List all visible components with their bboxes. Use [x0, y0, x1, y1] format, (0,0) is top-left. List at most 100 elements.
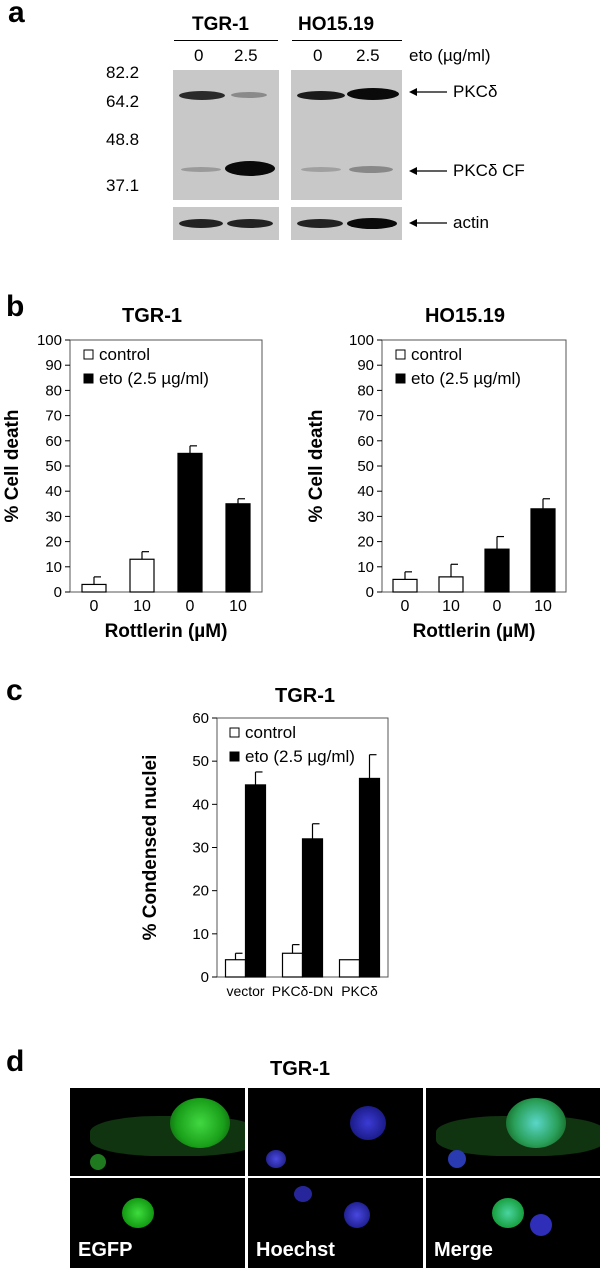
x-tick-label: 0 — [186, 598, 195, 615]
blot-group-left-rule — [174, 40, 278, 41]
y-tick-label: 20 — [357, 534, 374, 551]
y-tick-label: 90 — [357, 357, 374, 374]
label-pkcd-cf: PKCδ CF — [453, 161, 525, 180]
band-actin-lane4 — [347, 218, 397, 229]
bar-control — [281, 952, 304, 978]
bar-eto — [244, 784, 267, 978]
y-tick-label: 60 — [192, 710, 209, 727]
y-axis-label: % Condensed nuclei — [140, 755, 161, 941]
lane-label-3: 0 — [313, 46, 323, 65]
chart-title: TGR-1 — [275, 685, 335, 707]
y-tick-label: 30 — [45, 508, 62, 525]
y-tick-label: 100 — [37, 332, 62, 349]
y-tick-label: 0 — [366, 584, 374, 601]
image-hoechst-top — [248, 1088, 423, 1176]
y-tick-label: 20 — [45, 534, 62, 551]
y-tick-label: 40 — [45, 483, 62, 500]
blot-membrane-left — [173, 70, 279, 200]
nucleus-merge-large — [506, 1098, 566, 1148]
bar-eto — [177, 452, 203, 593]
y-tick-label: 50 — [192, 753, 209, 770]
blot-group-right-rule — [292, 40, 402, 41]
y-tick-label: 80 — [357, 382, 374, 399]
y-tick-label: 70 — [357, 408, 374, 425]
y-tick-label: 30 — [192, 840, 209, 857]
band-actin-lane1 — [179, 219, 223, 228]
band-cf-lane2 — [225, 161, 275, 176]
arrow-actin — [409, 216, 449, 230]
legend-label-eto: eto (2.5 µg/ml) — [245, 747, 355, 766]
y-axis-label: % Cell death — [306, 410, 327, 523]
panel-a-letter: a — [8, 0, 25, 29]
legend-label-eto: eto (2.5 µg/ml) — [99, 369, 209, 388]
bar-eto — [225, 503, 251, 593]
band-pkcd-lane1 — [179, 91, 225, 100]
y-tick-label: 100 — [349, 332, 374, 349]
y-tick-label: 80 — [45, 382, 62, 399]
y-tick-label: 50 — [45, 458, 62, 475]
band-actin-lane2 — [227, 219, 273, 228]
band-pkcd-lane3 — [297, 91, 345, 100]
x-tick-label: 10 — [534, 598, 552, 615]
legend-label-control: control — [245, 723, 296, 742]
image-hoechst-bottom: Hoechst — [248, 1178, 423, 1268]
bar-control — [224, 959, 247, 978]
blot-membrane-right — [291, 70, 402, 200]
marker-37-1: 37.1 — [106, 176, 140, 195]
chart-condensed-nuclei: TGR-1 0 10 20 30 40 50 60 % Condensed nuclei vect… — [140, 685, 389, 999]
x-tick-label: 0 — [493, 598, 502, 615]
band-pkcd-lane4 — [347, 88, 399, 100]
image-merge-bottom: Merge — [426, 1178, 600, 1268]
x-tick-label: PKCδ-DN — [272, 983, 333, 999]
arrow-pkcd — [409, 85, 449, 99]
legend-swatch-eto — [83, 373, 94, 384]
y-tick-label: 70 — [45, 408, 62, 425]
blot-group-right-label: HO15.19 — [298, 14, 375, 35]
bar-eto — [530, 508, 556, 593]
bar-eto — [301, 838, 324, 978]
nucleus-egfp-large — [170, 1098, 230, 1148]
label-hoechst: Hoechst — [256, 1239, 335, 1261]
band-pkcd-lane2 — [231, 92, 267, 98]
panel-d-title: TGR-1 — [270, 1058, 330, 1080]
x-tick-label: vector — [226, 983, 264, 999]
band-cf-lane3 — [301, 167, 341, 172]
nucleus-merge-bottom-1 — [492, 1198, 524, 1228]
bar-control — [438, 576, 464, 593]
label-egfp: EGFP — [78, 1239, 133, 1261]
legend-swatch-eto — [229, 751, 240, 762]
x-tick-label: 10 — [442, 598, 460, 615]
lane-label-1: 0 — [194, 46, 204, 65]
marker-82-2: 82.2 — [106, 63, 140, 82]
y-tick-label: 20 — [192, 883, 209, 900]
band-cf-lane1 — [181, 167, 221, 172]
legend-swatch-control — [229, 727, 240, 738]
chart-title: TGR-1 — [122, 305, 182, 327]
y-tick-label: 40 — [192, 796, 209, 813]
lane-label-2: 2.5 — [234, 46, 258, 65]
x-axis-label: Rottlerin (µM) — [413, 621, 536, 642]
legend-swatch-eto — [395, 373, 406, 384]
chart-title: HO15.19 — [425, 305, 505, 327]
y-tick-label: 40 — [357, 483, 374, 500]
image-merge-top — [426, 1088, 600, 1176]
panel-d-letter: d — [6, 1045, 25, 1078]
bar-control — [129, 558, 155, 593]
band-actin-lane3 — [297, 219, 343, 228]
nucleus-egfp-small — [90, 1154, 106, 1170]
legend-swatch-control — [83, 349, 94, 360]
y-tick-label: 60 — [357, 433, 374, 450]
x-tick-label: PKCδ — [341, 983, 378, 999]
bar-control — [392, 578, 418, 593]
nucleus-merge-bottom-2 — [530, 1214, 552, 1236]
nucleus-hoechst-large — [350, 1106, 386, 1140]
y-tick-label: 50 — [357, 458, 374, 475]
label-actin: actin — [453, 213, 489, 232]
nucleus-hoechst-bottom-2 — [344, 1202, 370, 1228]
panel-b-letter: b — [6, 290, 25, 323]
nucleus-egfp-bottom — [122, 1198, 154, 1228]
legend-swatch-control — [395, 349, 406, 360]
panel-c-letter: c — [6, 674, 23, 707]
